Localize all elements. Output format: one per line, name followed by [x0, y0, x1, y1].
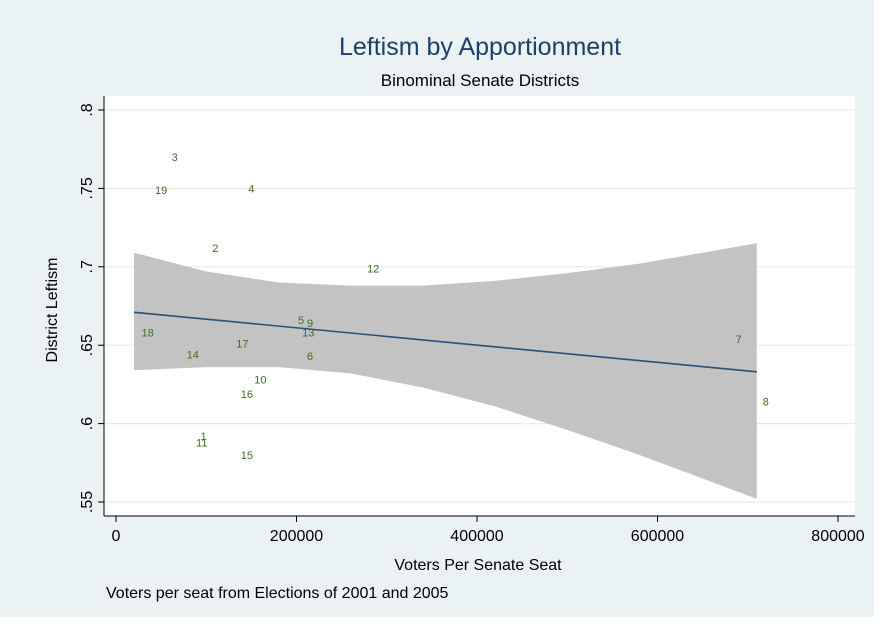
point-label-2: 2 [212, 243, 218, 255]
chart-subtitle: Binominal Senate Districts [381, 71, 579, 90]
x-tick-label-2: 400000 [450, 528, 503, 545]
chart-note: Voters per seat from Elections of 2001 a… [106, 585, 449, 602]
point-label-18: 18 [141, 328, 153, 340]
confidence-band-layer [134, 243, 757, 499]
point-label-14: 14 [187, 350, 199, 362]
fit-line [133, 311, 757, 373]
point-label-8: 8 [763, 397, 769, 409]
y-tick-label-2: .65 [79, 334, 96, 356]
y-axis-label: District Leftism [44, 258, 61, 363]
y-tick-label-5: .8 [79, 103, 96, 116]
point-label-10: 10 [254, 375, 266, 387]
point-label-3: 3 [172, 152, 178, 164]
confidence-band [134, 243, 757, 499]
y-tick-label-1: .6 [79, 417, 96, 430]
x-tick-label-0: 0 [112, 528, 121, 545]
y-tick-label-4: .75 [79, 177, 96, 199]
x-tick-label-1: 200000 [270, 528, 323, 545]
y-tick-label-0: .55 [79, 491, 96, 513]
x-axis-label: Voters Per Senate Seat [394, 557, 562, 574]
point-label-16: 16 [241, 389, 253, 401]
x-tick-label-4: 800000 [811, 528, 864, 545]
point-label-5: 5 [298, 315, 304, 327]
point-label-11: 11 [196, 437, 207, 449]
point-label-9: 9 [307, 318, 313, 330]
point-label-13: 13 [302, 328, 314, 340]
point-label-12: 12 [367, 263, 379, 275]
scatter-chart: Leftism by Apportionment Binominal Senat… [44, 33, 865, 602]
axes: .55 .6 .65 .7 .75 .8 0 200000 400000 600000 800000 [79, 96, 865, 545]
point-label-15: 15 [241, 450, 253, 462]
point-label-4: 4 [248, 183, 254, 195]
y-tick-label-3: .7 [79, 260, 96, 273]
point-label-19: 19 [155, 185, 167, 197]
point-label-6: 6 [307, 351, 313, 363]
fit-line-layer [133, 311, 757, 373]
chart-title: Leftism by Apportionment [339, 33, 621, 61]
point-label-1: 1 [200, 431, 206, 443]
point-label-17: 17 [236, 339, 248, 351]
x-tick-label-3: 600000 [631, 528, 684, 545]
point-label-7: 7 [736, 334, 742, 346]
chart-frame: Leftism by Apportionment Binominal Senat… [0, 0, 874, 617]
